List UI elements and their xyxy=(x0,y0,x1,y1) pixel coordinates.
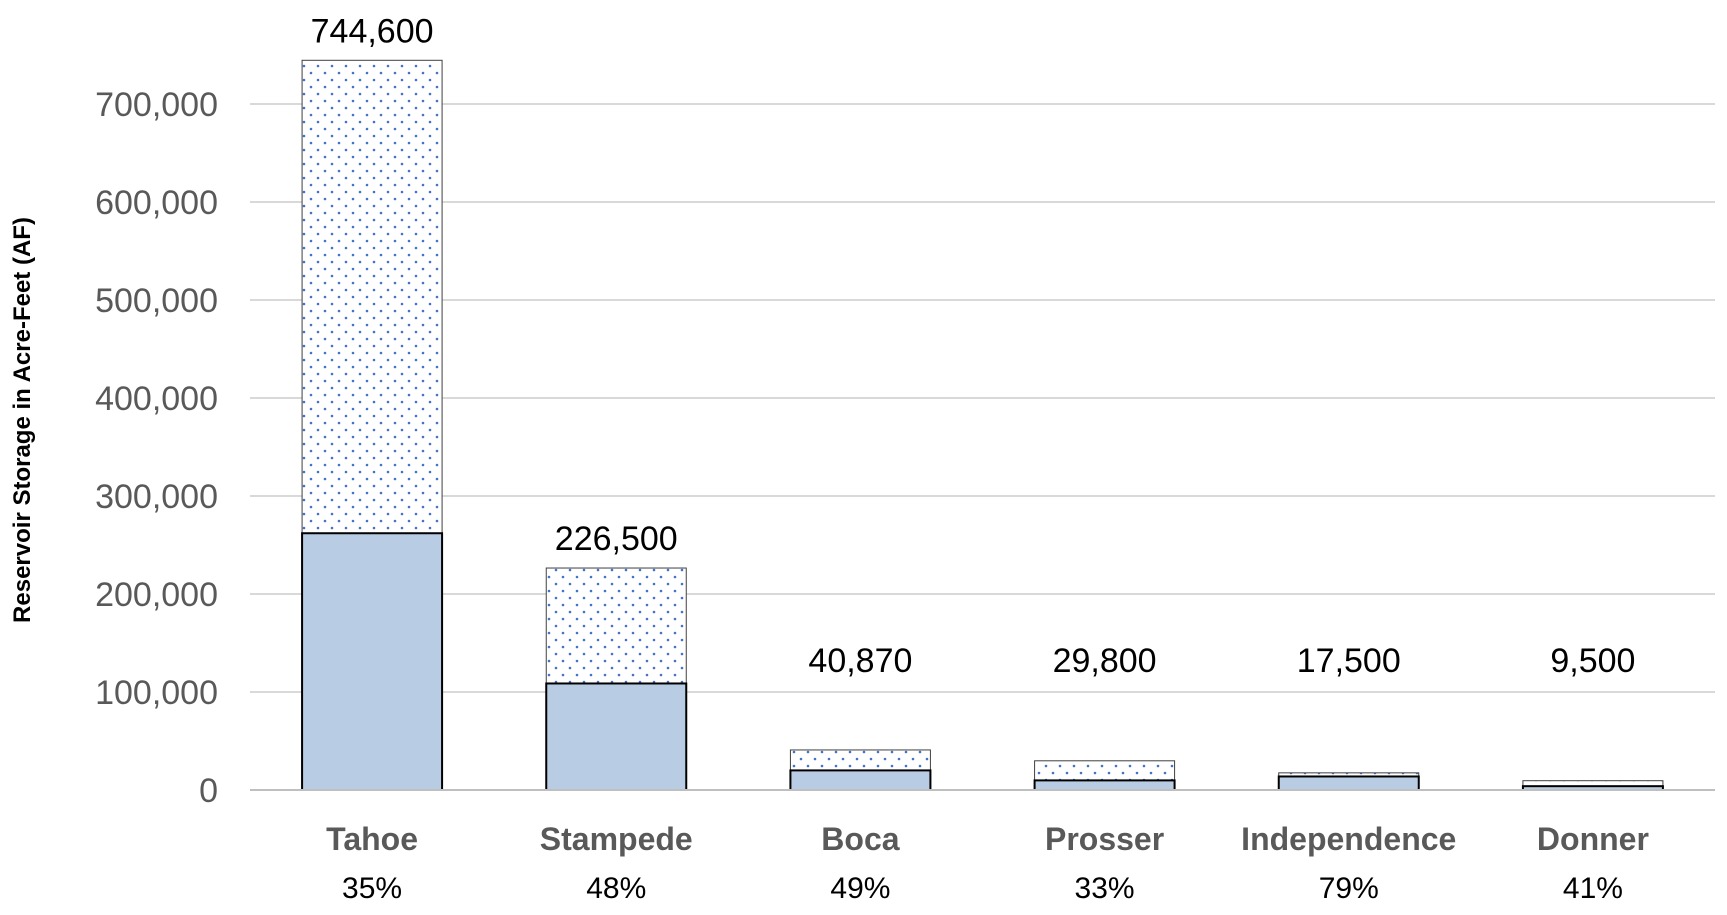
y-tick-label: 400,000 xyxy=(95,380,218,418)
bar-remaining-prosser xyxy=(1034,760,1176,781)
capacity-label: 744,600 xyxy=(311,12,434,50)
bar-stored-boca xyxy=(789,769,932,792)
bar-remaining-stampede xyxy=(545,567,687,684)
y-tick-label: 500,000 xyxy=(95,282,218,320)
capacity-label: 226,500 xyxy=(555,520,678,558)
category-label: Prosser xyxy=(1045,821,1164,857)
y-axis-ticks: 0 100,000 200,000 300,000 400,000 500,000 600,… xyxy=(95,86,218,810)
category-label: Donner xyxy=(1537,821,1649,857)
y-tick-label: 0 xyxy=(199,772,218,810)
bar-remaining-tahoe xyxy=(301,59,443,534)
bar-stored-stampede xyxy=(545,682,688,791)
bars xyxy=(250,59,1715,792)
gridlines xyxy=(250,103,1715,791)
percent-label: 48% xyxy=(586,872,646,905)
bar-remaining-boca xyxy=(789,749,931,771)
y-tick-label: 600,000 xyxy=(95,184,218,222)
capacity-label: 40,870 xyxy=(808,642,912,680)
capacity-label: 9,500 xyxy=(1550,642,1635,680)
bar-stored-independence xyxy=(1277,775,1420,792)
bar-stored-tahoe xyxy=(301,532,444,791)
y-tick-label: 200,000 xyxy=(95,576,218,614)
capacity-label: 17,500 xyxy=(1297,642,1401,680)
category-label: Tahoe xyxy=(326,821,418,857)
category-label: Boca xyxy=(821,821,899,857)
y-tick-label: 100,000 xyxy=(95,674,218,712)
category-label: Stampede xyxy=(540,821,693,857)
labels: 744,600 Tahoe 35% 226,500 Stampede 48% 40,870 B… xyxy=(311,12,1649,905)
y-tick-label: 700,000 xyxy=(95,86,218,124)
y-tick-label: 300,000 xyxy=(95,478,218,516)
percent-label: 41% xyxy=(1563,872,1623,905)
percent-label: 49% xyxy=(830,872,890,905)
percent-label: 33% xyxy=(1075,872,1135,905)
y-axis-label: Reservoir Storage in Acre-Feet (AF) xyxy=(9,217,36,623)
percent-label: 79% xyxy=(1319,872,1379,905)
bar-stored-prosser xyxy=(1033,779,1176,791)
capacity-label: 29,800 xyxy=(1053,642,1157,680)
percent-label: 35% xyxy=(342,872,402,905)
category-label: Independence xyxy=(1241,821,1456,857)
